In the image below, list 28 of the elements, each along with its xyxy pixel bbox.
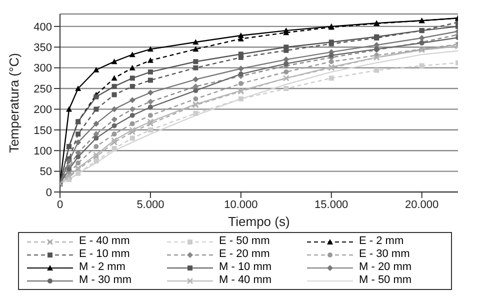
y-tick-label: 250 xyxy=(34,83,52,96)
legend-label: M - 30 mm xyxy=(79,274,132,287)
y-tick-label: 350 xyxy=(34,42,52,54)
x-axis-title: Tiempo (s) xyxy=(228,214,290,229)
x-tick-label: 5.000 xyxy=(136,198,164,211)
legend-label: E - 30 mm xyxy=(359,248,410,261)
y-tick-label: 200 xyxy=(34,104,52,116)
legend-label: M - 50 mm xyxy=(359,274,412,287)
y-axis-title: Temperatura (°C) xyxy=(6,53,22,153)
legend-label: E - 20 mm xyxy=(219,248,270,261)
y-tick-label: 50 xyxy=(40,166,52,178)
legend-label: E - 2 mm xyxy=(359,235,404,248)
legend-label: E - 50 mm xyxy=(219,235,270,248)
legend-label: M - 20 mm xyxy=(359,261,412,274)
x-tick-label: 20.000 xyxy=(404,198,439,211)
legend-label: E - 40 mm xyxy=(79,235,130,248)
legend-label: M - 10 mm xyxy=(219,261,272,274)
y-tick-label: 400 xyxy=(34,21,52,34)
legend-label: M - 40 mm xyxy=(219,274,272,287)
x-tick-label: 10.000 xyxy=(224,198,258,211)
y-tick-label: 150 xyxy=(34,124,52,137)
y-tick-label: 300 xyxy=(34,62,52,75)
x-tick-label: 0 xyxy=(56,198,64,211)
legend-label: E - 10 mm xyxy=(79,248,130,261)
y-tick-label: 0 xyxy=(46,186,52,199)
x-tick-label: 15.000 xyxy=(314,198,348,211)
y-tick-label: 100 xyxy=(34,146,52,158)
legend-label: M - 2 mm xyxy=(79,261,126,274)
